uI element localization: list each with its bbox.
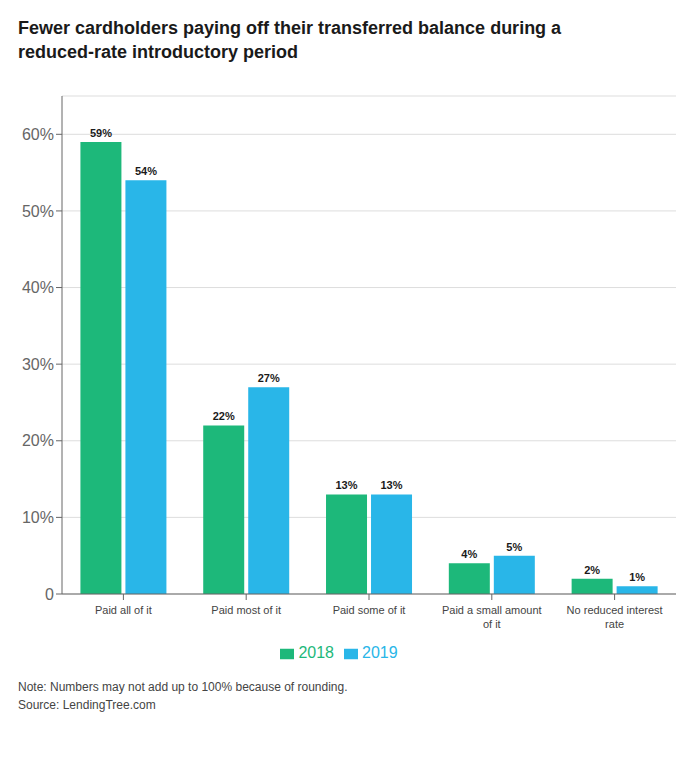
svg-text:Paid all of it: Paid all of it (95, 604, 152, 616)
svg-text:27%: 27% (258, 372, 280, 384)
html-text:Source: LendingTree.com: Source: LendingTree.com (18, 698, 156, 712)
svg-text:30%: 30% (22, 356, 54, 373)
svg-text:2%: 2% (584, 564, 600, 576)
svg-text:60%: 60% (22, 126, 54, 143)
svg-text:5%: 5% (506, 541, 522, 553)
html-text:2018: 2018 (298, 644, 334, 661)
svg-text:59%: 59% (90, 127, 112, 139)
svg-text:54%: 54% (135, 165, 157, 177)
svg-text:40%: 40% (22, 279, 54, 296)
svg-text:Paid a small amountof it: Paid a small amountof it (442, 604, 542, 630)
svg-text:13%: 13% (381, 479, 403, 491)
svg-text:10%: 10% (22, 509, 54, 526)
svg-text:No reduced interestrate: No reduced interestrate (567, 604, 663, 630)
html-text:2019: 2019 (362, 644, 398, 661)
html-text:Note: Numbers may not add up t: Note: Numbers may not add up to 100% bec… (18, 680, 348, 694)
svg-text:Paid some of it: Paid some of it (333, 604, 406, 616)
html-text:Fewer cardholders paying off t: Fewer cardholders paying off their trans… (18, 18, 562, 38)
svg-text:4%: 4% (461, 548, 477, 560)
svg-text:22%: 22% (213, 410, 235, 422)
svg-text:1%: 1% (629, 571, 645, 583)
svg-text:Paid most of it: Paid most of it (211, 604, 281, 616)
html-text:reduced-rate introductory peri: reduced-rate introductory period (18, 42, 298, 62)
svg-text:50%: 50% (22, 203, 54, 220)
svg-text:0: 0 (45, 586, 54, 603)
svg-text:13%: 13% (336, 479, 358, 491)
svg-text:20%: 20% (22, 432, 54, 449)
